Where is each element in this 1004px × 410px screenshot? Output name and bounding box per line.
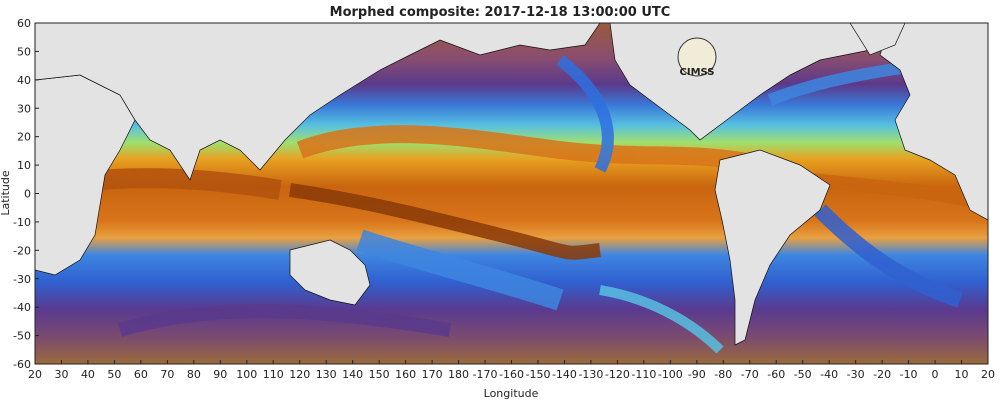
- x-tick-label: -70: [741, 368, 759, 381]
- x-tick-label: 180: [448, 368, 469, 381]
- x-tick-label: 90: [213, 368, 227, 381]
- cimss-logo: CIMSS: [677, 37, 717, 78]
- x-tick-label: 50: [107, 368, 121, 381]
- x-axis-label: Longitude: [484, 387, 539, 400]
- x-tick-label: -120: [605, 368, 630, 381]
- y-axis-label: Latitude: [0, 170, 12, 216]
- x-tick-label: 130: [316, 368, 337, 381]
- x-tick-label: -100: [658, 368, 683, 381]
- x-tick-label: 140: [342, 368, 363, 381]
- y-tick-label: 0: [24, 188, 31, 201]
- y-tick-label: 20: [17, 131, 31, 144]
- x-tick-label: 20: [981, 368, 995, 381]
- moisture-swirls: [99, 54, 972, 354]
- landmass-australia: [289, 239, 371, 306]
- y-tick-label: 30: [17, 102, 31, 115]
- y-tick-label: 60: [17, 17, 31, 30]
- landmass-eurasia: [35, 23, 601, 181]
- y-tick-label: 50: [17, 45, 31, 58]
- x-tick-label: 110: [263, 368, 284, 381]
- x-tick-label: -10: [900, 368, 918, 381]
- plot-area: CIMSS: [35, 23, 988, 364]
- x-tick-label: -130: [578, 368, 603, 381]
- x-tick-label: -150: [525, 368, 550, 381]
- x-tick-label: 170: [422, 368, 443, 381]
- y-tick-label: 10: [17, 159, 31, 172]
- x-tick-label: 100: [236, 368, 257, 381]
- x-tick-label: -40: [820, 368, 838, 381]
- x-tick-label: 30: [54, 368, 68, 381]
- x-tick-label: -50: [794, 368, 812, 381]
- landmass-south-america: [714, 149, 831, 346]
- map-title: Morphed composite: 2017-12-18 13:00:00 U…: [330, 5, 671, 20]
- y-tick-label: -60: [13, 358, 31, 371]
- logo-text: CIMSS: [680, 67, 715, 78]
- x-axis-ticks: 20 30 40 50 60 70 80 90 100 110 120 130 140 150 160 170…: [28, 360, 995, 381]
- x-tick-label: -140: [552, 368, 577, 381]
- x-tick-label: -170: [473, 368, 498, 381]
- x-tick-label: 70: [160, 368, 174, 381]
- x-tick-label: 0: [932, 368, 939, 381]
- y-tick-label: -40: [13, 301, 31, 314]
- x-tick-label: 20: [28, 368, 42, 381]
- y-tick-label: -20: [13, 244, 31, 257]
- y-axis-ticks: 60 50 40 30 20 10 0 -10 -20 -30 -40 -50 -60: [13, 17, 39, 371]
- y-tick-label: 40: [17, 74, 31, 87]
- y-tick-label: -30: [13, 273, 31, 286]
- x-tick-label: -20: [873, 368, 891, 381]
- x-tick-label: -60: [767, 368, 785, 381]
- x-tick-label: 150: [369, 368, 390, 381]
- x-tick-label: 10: [955, 368, 969, 381]
- x-tick-label: -160: [499, 368, 524, 381]
- landmasses: [35, 23, 988, 346]
- x-tick-label: 40: [81, 368, 95, 381]
- x-tick-label: 80: [187, 368, 201, 381]
- x-tick-label: -80: [714, 368, 732, 381]
- landmass-europe-africa-east: [879, 23, 988, 221]
- x-tick-label: -30: [847, 368, 865, 381]
- x-tick-label: -110: [631, 368, 656, 381]
- x-tick-label: 160: [395, 368, 416, 381]
- landmass-greenland: [849, 23, 906, 56]
- y-tick-label: -10: [13, 216, 31, 229]
- x-tick-label: 60: [134, 368, 148, 381]
- x-tick-label: 120: [289, 368, 310, 381]
- y-tick-label: -50: [13, 330, 31, 343]
- x-tick-label: -90: [688, 368, 706, 381]
